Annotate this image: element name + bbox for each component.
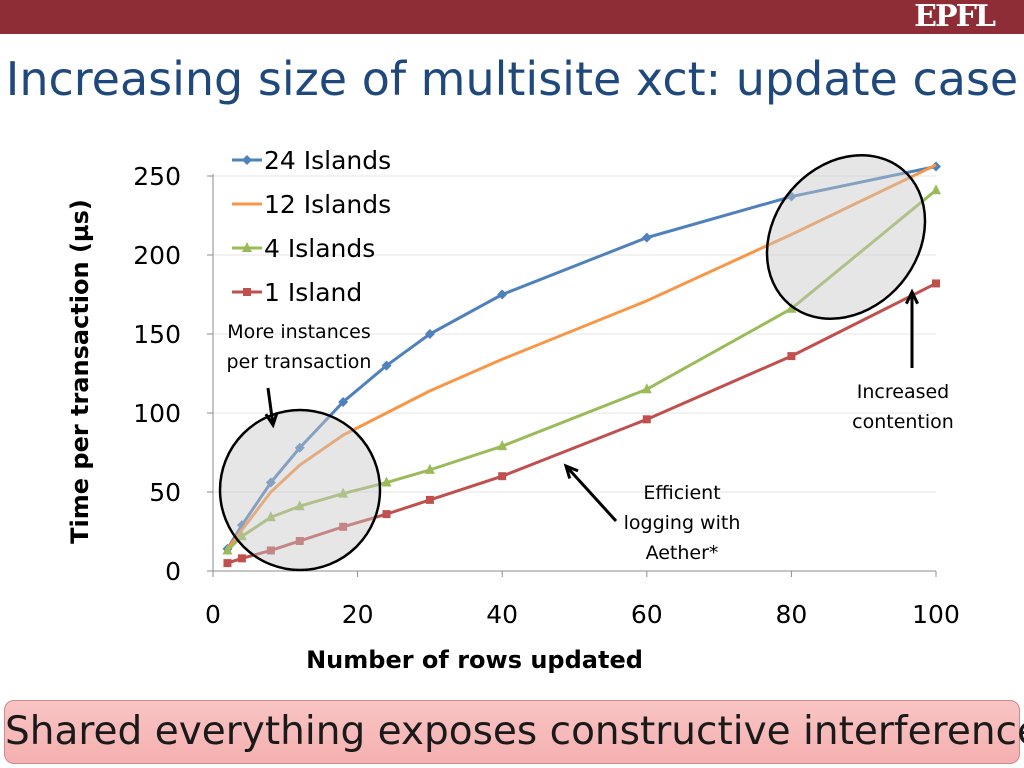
square-marker xyxy=(382,510,391,519)
x-tick-label: 60 xyxy=(631,600,663,629)
triangle-marker xyxy=(265,511,276,522)
square-marker xyxy=(237,554,246,563)
annotation-more-instances: More instances per transaction xyxy=(227,321,372,373)
y-tick-label: 100 xyxy=(133,399,181,428)
x-tick-label: 100 xyxy=(912,600,960,629)
triangle-marker xyxy=(931,184,941,195)
diamond-marker xyxy=(381,360,392,371)
triangle-marker xyxy=(222,544,233,555)
triangle-marker xyxy=(236,530,247,541)
line-chart: 0 20 40 60 80 100 0 50 100 150 200 250 Number of row… xyxy=(66,146,960,674)
top-bar xyxy=(0,0,1024,34)
arrow-head xyxy=(264,412,279,429)
annotation-increased-contention: Increased contention xyxy=(852,381,954,433)
arrow-head xyxy=(563,463,579,479)
slide-title: Increasing size of multisite xct: update… xyxy=(5,52,1019,106)
epfl-logo: EPFL xyxy=(914,0,996,34)
triangle-marker xyxy=(242,242,252,252)
x-axis-title: Number of rows updated xyxy=(306,646,643,674)
diamond-marker xyxy=(265,477,276,488)
arrow-efficient-logging xyxy=(563,463,618,523)
triangle-marker xyxy=(641,383,652,394)
y-tick-label: 250 xyxy=(133,162,181,191)
diamond-marker xyxy=(424,329,435,339)
triangle-marker xyxy=(338,487,349,498)
arrow-shaft xyxy=(564,464,618,523)
triangle-marker xyxy=(786,302,797,313)
series-1-island xyxy=(223,279,940,568)
y-tick-label: 50 xyxy=(149,478,181,507)
series-4-islands xyxy=(222,184,941,555)
series-line xyxy=(226,163,937,550)
y-tick-label: 0 xyxy=(165,557,181,586)
legend-label: 4 Islands xyxy=(264,234,375,263)
triangle-marker xyxy=(424,463,435,474)
triangle-marker xyxy=(294,500,305,511)
annotation-line: Increased xyxy=(857,381,949,403)
annotation-line: Aether* xyxy=(646,542,719,564)
square-marker xyxy=(295,536,304,545)
square-marker xyxy=(498,472,507,481)
x-tick-label: 0 xyxy=(205,600,221,629)
annotation-efficient-logging: Efficient logging with Aether* xyxy=(624,482,741,564)
y-tick-label: 200 xyxy=(133,241,181,270)
arrow-head xyxy=(904,288,920,305)
highlight-ellipse-low-rows xyxy=(218,408,382,572)
y-axis-title: Time per transaction (µs) xyxy=(66,199,94,544)
triangle-marker xyxy=(381,476,392,487)
diamond-marker xyxy=(497,289,508,300)
square-marker xyxy=(932,279,940,288)
arrow-shaft xyxy=(266,387,275,426)
diamond-marker xyxy=(294,442,305,453)
square-marker xyxy=(787,352,796,361)
conclusion-banner: Shared everything exposes constructive i… xyxy=(4,700,1024,764)
highlight-ellipse-high-rows xyxy=(765,153,927,321)
square-marker xyxy=(223,559,232,568)
triangle-marker xyxy=(497,440,508,451)
series-12-islands xyxy=(226,163,937,550)
x-tick-label: 80 xyxy=(775,600,807,629)
square-marker xyxy=(425,495,434,504)
diamond-marker xyxy=(641,232,652,243)
annotation-line: Efficient xyxy=(643,482,720,504)
square-marker xyxy=(339,522,348,531)
annotation-line: contention xyxy=(852,411,954,433)
square-marker xyxy=(642,415,651,424)
arrow-increased-contention xyxy=(904,288,920,368)
legend: 24 Islands 12 Islands 4 Islands 1 Island xyxy=(232,146,391,307)
annotation-line: More instances xyxy=(227,321,371,343)
diamond-marker xyxy=(242,155,252,165)
annotation-line: logging with xyxy=(624,512,741,534)
legend-label: 12 Islands xyxy=(264,190,391,219)
diamond-marker xyxy=(338,396,349,407)
x-tick-label: 40 xyxy=(486,600,518,629)
legend-label: 1 Island xyxy=(264,278,362,307)
y-tick-label: 150 xyxy=(133,320,181,349)
square-marker xyxy=(243,288,251,296)
legend-label: 24 Islands xyxy=(264,146,391,175)
x-tick-label: 20 xyxy=(342,600,374,629)
square-marker xyxy=(266,546,275,555)
annotation-line: per transaction xyxy=(227,351,372,373)
arrow-more-instances xyxy=(264,387,279,429)
